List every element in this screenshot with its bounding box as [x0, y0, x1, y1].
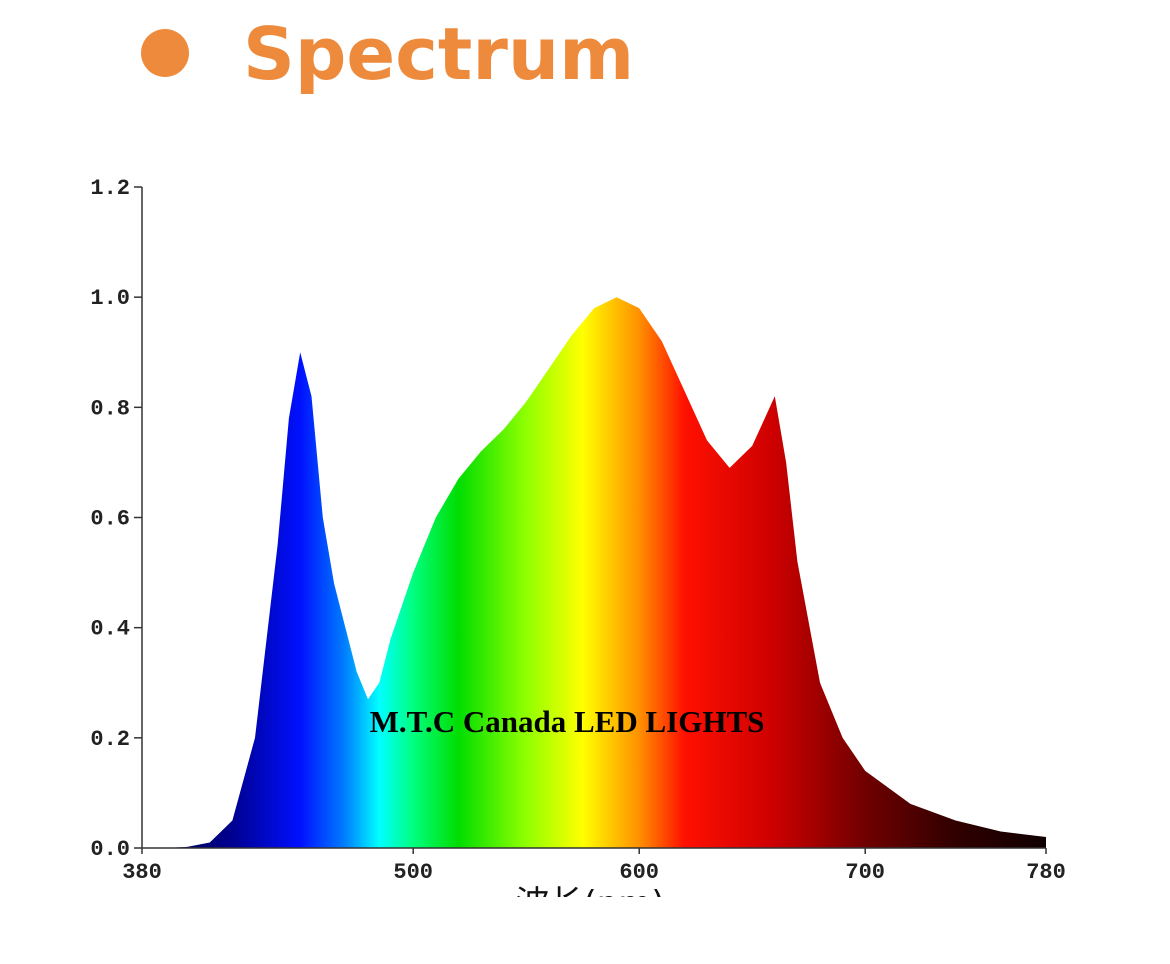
x-label-group: 波长(nm): [515, 884, 664, 924]
y-tick-label: 0.4: [90, 617, 130, 642]
y-tick-label: 0.6: [90, 507, 130, 532]
y-tick-label: 0.2: [90, 727, 130, 752]
annotation: M.T.C Canada LED LIGHTS: [370, 704, 765, 739]
y-tick-label: 1.0: [90, 286, 130, 311]
title-bullet: [141, 29, 189, 77]
spectrum-area: [142, 297, 1046, 848]
x-tick-label: 700: [845, 860, 885, 885]
x-tick-label: 500: [393, 860, 433, 885]
x-tick-label: 380: [122, 860, 162, 885]
x-tick-label: 600: [619, 860, 659, 885]
x-tick-label: 780: [1026, 860, 1066, 885]
x-axis-label: 波长(nm): [515, 884, 664, 924]
y-tick-label: 0.0: [90, 837, 130, 862]
chart-title: Spectrum: [243, 12, 634, 96]
y-tick-label: 1.2: [90, 176, 130, 201]
y-tick-label: 0.8: [90, 396, 130, 421]
